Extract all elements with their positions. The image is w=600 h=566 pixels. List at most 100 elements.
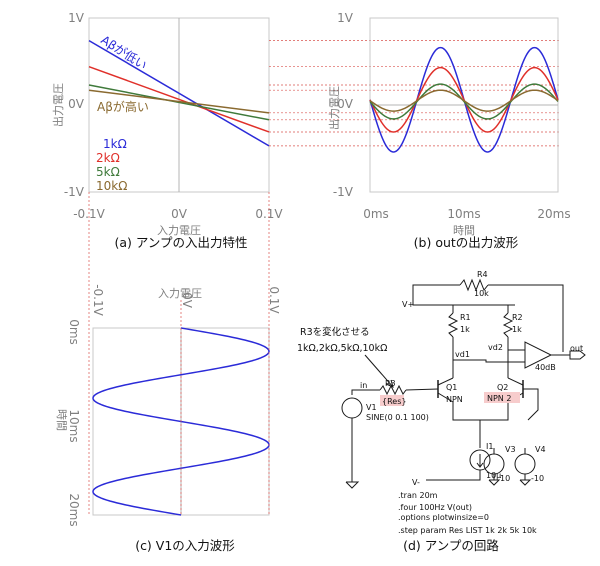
transistor-q1-collector — [437, 377, 454, 386]
label-v1-val: SINE(0 0.1 100) — [366, 413, 429, 422]
panel-c-ylabel: 時間 — [55, 409, 68, 431]
ground-symbol-v1 — [345, 481, 360, 489]
wire-i1-vminus — [426, 470, 481, 481]
panel-c-ytick-bottom: 20ms — [67, 493, 81, 526]
spice-line-4: .step param Res LIST 1k 2k 5k 10k — [398, 526, 537, 535]
r3-value-highlight — [380, 395, 404, 406]
panel-b-xlabel: 時間 — [453, 224, 475, 237]
panel-b-ytick-top: 1V — [337, 11, 354, 25]
annotation-low-gain: Aβが低い — [98, 32, 150, 73]
caption-c: (c) V1の入力波形 — [135, 538, 235, 553]
panel-a-series-line-2 — [88, 84, 270, 121]
label-q2-type: NPN 2 — [487, 394, 511, 403]
panel-c-ytick-mid: 10ms — [67, 409, 81, 442]
legend-10k: 10kΩ — [96, 179, 127, 193]
circuit-labels: R3を変化させる 1kΩ,2kΩ,5kΩ,10kΩ R4 10k V+ R1 1… — [297, 270, 583, 535]
transistor-q2-collector — [507, 377, 524, 386]
label-v3: V3 — [505, 445, 516, 454]
spice-line-2: .four 100Hz V(out) — [398, 503, 472, 512]
label-out: out — [570, 344, 583, 353]
wire-vplus-rail — [412, 300, 515, 306]
label-r4: R4 — [477, 270, 488, 279]
label-q2: Q2 — [497, 383, 508, 392]
label-in: in — [360, 381, 367, 390]
panel-a-ytick-mid: 0V — [68, 97, 85, 111]
spice-line-1: .tran 20m — [398, 491, 438, 500]
panel-b-xtick-mid: 10ms — [447, 207, 480, 221]
circuit-note2: 1kΩ,2kΩ,5kΩ,10kΩ — [297, 343, 387, 354]
ground-symbol-v4 — [519, 479, 532, 486]
panel-a-series-line-0 — [88, 39, 270, 147]
spice-line-3: .options plotwinsize=0 — [398, 513, 489, 522]
panel-b-xtick-left: 0ms — [363, 207, 389, 221]
label-vplus: V+ — [402, 300, 414, 309]
label-r1: R1 — [460, 313, 471, 322]
resistor-r3 — [379, 384, 407, 396]
panel-b-ytick-bottom: -1V — [333, 185, 354, 199]
annotation-high-gain: Aβが高い — [97, 99, 149, 114]
panel-a-ytick-bottom: -1V — [64, 185, 85, 199]
annotation-arrow — [364, 354, 394, 388]
label-gain: 40dB — [535, 363, 556, 372]
label-r2: R2 — [512, 313, 523, 322]
panel-a-xtick-right: 0.1V — [255, 207, 283, 221]
wire-emitter-join — [452, 402, 509, 421]
panel-b-chart: 1V 0V -1V 0ms 10ms 20ms 時間 出力電圧 — [327, 11, 571, 237]
resistor-r1 — [447, 312, 459, 338]
q2-type-highlight — [484, 392, 520, 403]
panel-a-xtick-mid: 0V — [171, 207, 188, 221]
wire-vd1 — [453, 359, 525, 363]
label-vd2: vd2 — [488, 343, 503, 352]
wire-r3-q1 — [405, 388, 439, 391]
panel-c-xlabel: 入力電圧 — [158, 287, 202, 300]
ground-symbol-v3 — [488, 479, 501, 486]
connector-lines-ac — [88, 192, 270, 515]
panel-c-xtick-right: 0.1V — [267, 286, 281, 314]
annotation-arrowhead — [385, 379, 394, 388]
label-vd1: vd1 — [455, 350, 470, 359]
label-v4-val: -10 — [531, 474, 544, 483]
panel-a-xlabel: 入力電圧 — [157, 224, 201, 237]
resistor-r2 — [502, 312, 514, 338]
panel-c-xtick-left: -0.1V — [91, 284, 105, 316]
panel-c-ytick-top: 0ms — [67, 319, 81, 345]
transistor-q1-emitter — [437, 392, 454, 403]
label-r3-val: {Res} — [382, 397, 406, 406]
panel-c-xtick-mid: 0V — [180, 292, 194, 309]
caption-a: (a) アンプの入出力特性 — [114, 235, 247, 250]
current-source-arrowhead — [476, 462, 484, 468]
panel-a-ytick-top: 1V — [68, 11, 85, 25]
label-v1: V1 — [366, 403, 377, 412]
label-v4: V4 — [535, 445, 546, 454]
panel-a-series-line-3 — [88, 89, 270, 114]
label-r3: R3 — [385, 379, 396, 388]
legend-2k: 2kΩ — [96, 151, 120, 165]
panel-b-xtick-right: 20ms — [537, 207, 570, 221]
label-q1-type: NPN — [446, 395, 463, 404]
wire-input — [351, 389, 380, 395]
panel-d-circuit — [341, 278, 586, 489]
label-r1-val: 1k — [460, 325, 470, 334]
legend-5k: 5kΩ — [96, 165, 120, 179]
label-r4-val: 10k — [474, 289, 489, 298]
wire-r4-right — [488, 284, 564, 352]
panel-a-xtick-left: -0.1V — [73, 207, 105, 221]
voltage-source-v4 — [514, 453, 536, 475]
panel-b-ylabel: 出力電圧 — [327, 86, 341, 130]
label-i1: I1 — [486, 442, 493, 451]
label-vminus: V- — [412, 478, 420, 487]
panel-b-series-line-3 — [369, 89, 559, 112]
panel-a-chart: 1V 0V -1V -0.1V 0V 0.1V 入力電圧 出力電圧 Aβが低い … — [51, 11, 283, 237]
label-i1-val: 10μ — [486, 471, 501, 480]
opamp-triangle — [524, 341, 553, 369]
panel-a-series-line-1 — [88, 66, 270, 133]
connector-lines-ab — [269, 40, 560, 147]
label-q1: Q1 — [446, 383, 457, 392]
caption-d: (d) アンプの回路 — [403, 538, 499, 553]
legend-1k: 1kΩ — [103, 137, 127, 151]
caption-b: (b) outの出力波形 — [414, 235, 519, 250]
voltage-source-v1 — [341, 397, 363, 419]
spacer — [542, 420, 576, 452]
wire-r4-left — [412, 284, 460, 300]
